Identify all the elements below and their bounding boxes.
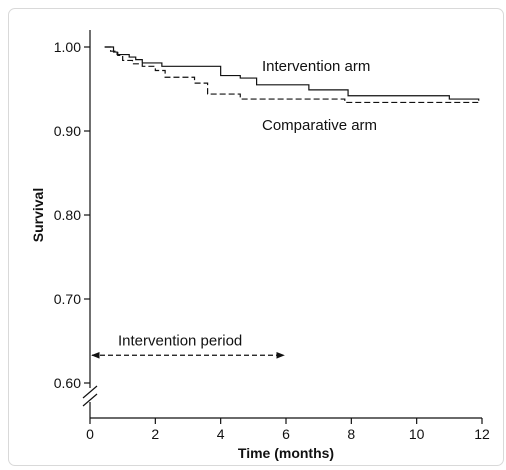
y-axis-label: Survival bbox=[30, 188, 46, 242]
y-tick-label: 0.80 bbox=[54, 207, 81, 223]
y-tick-label: 0.90 bbox=[54, 123, 81, 139]
y-axis-break bbox=[82, 385, 98, 407]
y-ticks: 0.60 0.70 0.80 0.90 1.00 bbox=[54, 39, 90, 391]
y-tick-label: 0.60 bbox=[54, 375, 81, 391]
y-tick-label: 0.70 bbox=[54, 291, 81, 307]
axis-break-mark bbox=[82, 393, 98, 407]
series-layer bbox=[104, 46, 480, 105]
comparative-arm-line bbox=[104, 46, 480, 105]
x-tick-label: 10 bbox=[409, 426, 425, 442]
x-axis-label: Time (months) bbox=[238, 445, 334, 461]
x-ticks: 0 2 4 6 8 10 12 bbox=[86, 418, 490, 442]
axes bbox=[82, 30, 482, 419]
comparative-arm-label: Comparative arm bbox=[262, 117, 377, 134]
intervention-arm-label: Intervention arm bbox=[262, 58, 370, 75]
intervention-arm-line bbox=[104, 46, 480, 101]
x-tick-label: 12 bbox=[474, 426, 490, 442]
x-tick-label: 2 bbox=[151, 426, 159, 442]
intervention-period-label: Intervention period bbox=[118, 332, 242, 349]
x-tick-label: 6 bbox=[282, 426, 290, 442]
x-tick-label: 8 bbox=[347, 426, 355, 442]
axis-break-mark bbox=[82, 385, 98, 399]
x-tick-label: 0 bbox=[86, 426, 94, 442]
annotations: Intervention arm Comparative arm Interve… bbox=[91, 58, 377, 359]
y-tick-label: 1.00 bbox=[54, 39, 81, 55]
x-tick-label: 4 bbox=[217, 426, 225, 442]
